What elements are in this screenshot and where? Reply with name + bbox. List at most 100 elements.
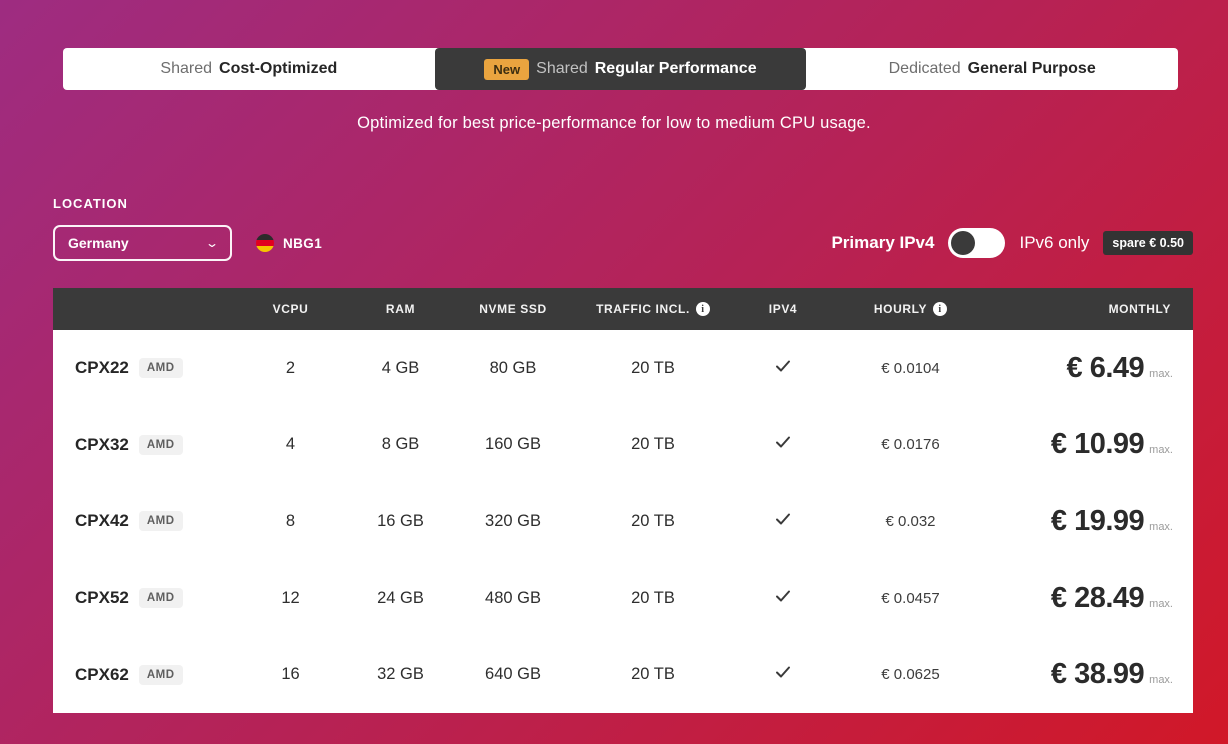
table-header-row: VCPU RAM NVME SSD TRAFFIC INCL. i IPV4 H… xyxy=(53,288,1193,330)
datacenter-name: NBG1 xyxy=(283,235,323,251)
vcpu-value: 2 xyxy=(285,358,296,377)
ram-value: 24 GB xyxy=(377,588,424,607)
column-header-vcpu: VCPU xyxy=(238,302,343,316)
column-header-ram: RAM xyxy=(343,302,458,316)
column-header-label: MONTHLY xyxy=(1108,302,1171,316)
table-row[interactable]: CPX22 AMD 2 4 GB 80 GB 20 TB € 0.0104 € … xyxy=(53,330,1193,407)
plan-cell: CPX22 AMD xyxy=(53,358,238,379)
monthly-price-suffix: max. xyxy=(1149,520,1173,533)
table-row[interactable]: CPX52 AMD 12 24 GB 480 GB 20 TB € 0.0457… xyxy=(53,560,1193,637)
column-header-label: RAM xyxy=(385,302,416,316)
ram-value: 32 GB xyxy=(377,665,424,684)
tab-label: Regular Performance xyxy=(594,60,757,77)
ssd-value: 480 GB xyxy=(485,588,541,607)
monthly-price: € 6.49 xyxy=(1066,351,1145,384)
ipv4-cell xyxy=(738,662,828,687)
tab-shared-regular-performance[interactable]: New Shared Regular Performance xyxy=(434,48,807,90)
table-body: CPX22 AMD 2 4 GB 80 GB 20 TB € 0.0104 € … xyxy=(53,330,1193,713)
cpu-vendor-badge: AMD xyxy=(138,511,183,532)
hourly-price: € 0.032 xyxy=(885,512,936,530)
pricing-table: VCPU RAM NVME SSD TRAFFIC INCL. i IPV4 H… xyxy=(53,288,1193,713)
ip-option-row: Primary IPv4 IPv6 only spare € 0.50 xyxy=(53,228,1193,258)
vcpu-value: 4 xyxy=(285,435,296,454)
column-header-label: IPV4 xyxy=(768,302,798,316)
ipv4-cell xyxy=(738,432,828,457)
ipv4-cell xyxy=(738,586,828,611)
tab-label: Cost-Optimized xyxy=(219,60,338,77)
location-selected-value: Germany xyxy=(68,235,129,251)
check-icon xyxy=(773,586,793,606)
plan-cell: CPX32 AMD xyxy=(53,434,238,455)
traffic-value: 20 TB xyxy=(631,358,675,377)
column-header-label: NVME SSD xyxy=(479,302,547,316)
plan-name: CPX22 xyxy=(75,358,129,378)
column-header-nvme-ssd: NVME SSD xyxy=(458,302,568,316)
toggle-knob xyxy=(951,231,976,255)
plan-name: CPX62 xyxy=(75,664,129,684)
ipv4-cell xyxy=(738,356,828,381)
ram-value: 16 GB xyxy=(377,511,424,530)
info-icon[interactable]: i xyxy=(933,302,948,316)
vcpu-value: 12 xyxy=(281,588,300,607)
tab-prefix: Shared xyxy=(536,60,588,77)
ssd-value: 320 GB xyxy=(485,511,541,530)
check-icon xyxy=(773,662,793,682)
germany-flag-icon xyxy=(256,234,274,252)
monthly-price-cell: € 38.99 max. xyxy=(993,658,1193,691)
plan-cell: CPX62 AMD xyxy=(53,664,238,685)
column-header-monthly: MONTHLY xyxy=(993,302,1193,316)
cpu-vendor-badge: AMD xyxy=(138,664,183,685)
ram-value: 8 GB xyxy=(381,435,420,454)
new-badge: New xyxy=(484,58,530,80)
column-header-label: TRAFFIC INCL. xyxy=(596,302,690,316)
monthly-price-suffix: max. xyxy=(1149,367,1173,380)
tab-dedicated-general-purpose[interactable]: Dedicated General Purpose xyxy=(806,48,1178,90)
plan-name: CPX42 xyxy=(75,511,129,531)
ipv6-only-toggle[interactable] xyxy=(948,228,1006,258)
monthly-price: € 38.99 xyxy=(1050,658,1145,691)
location-select[interactable]: Germany ⌄ xyxy=(53,225,232,261)
vcpu-value: 16 xyxy=(281,665,300,684)
monthly-price: € 28.49 xyxy=(1050,581,1145,614)
ram-value: 4 GB xyxy=(381,358,420,377)
check-icon xyxy=(773,432,793,452)
monthly-price-cell: € 28.49 max. xyxy=(993,582,1193,615)
monthly-price: € 19.99 xyxy=(1050,504,1145,537)
monthly-price-cell: € 6.49 max. xyxy=(993,352,1193,385)
tab-shared-cost-optimized[interactable]: Shared Cost-Optimized xyxy=(63,48,435,90)
monthly-price-cell: € 19.99 max. xyxy=(993,505,1193,538)
traffic-value: 20 TB xyxy=(631,435,675,454)
hourly-price: € 0.0104 xyxy=(881,359,940,377)
table-row[interactable]: CPX42 AMD 8 16 GB 320 GB 20 TB € 0.032 €… xyxy=(53,483,1193,560)
chevron-down-icon: ⌄ xyxy=(204,236,220,250)
spare-price-badge: spare € 0.50 xyxy=(1103,231,1193,255)
ssd-value: 160 GB xyxy=(485,435,541,454)
monthly-price-suffix: max. xyxy=(1149,444,1173,457)
hourly-price: € 0.0176 xyxy=(881,436,940,454)
column-header-hourly: HOURLY i xyxy=(828,302,993,316)
column-header-traffic: TRAFFIC INCL. i xyxy=(568,302,738,316)
cpu-vendor-badge: AMD xyxy=(138,588,183,609)
cpu-vendor-badge: AMD xyxy=(138,358,183,379)
table-row[interactable]: CPX32 AMD 4 8 GB 160 GB 20 TB € 0.0176 €… xyxy=(53,407,1193,484)
plan-name: CPX52 xyxy=(75,588,129,608)
plan-type-tabbar: Shared Cost-Optimized New Shared Regular… xyxy=(63,48,1178,90)
plan-cell: CPX42 AMD xyxy=(53,511,238,532)
ssd-value: 80 GB xyxy=(489,358,537,377)
tab-description: Optimized for best price-performance for… xyxy=(357,114,871,132)
datacenter-indicator: NBG1 xyxy=(256,234,322,252)
location-label: LOCATION xyxy=(53,196,128,211)
info-icon[interactable]: i xyxy=(695,302,710,316)
vcpu-value: 8 xyxy=(285,511,296,530)
ipv6-only-label: IPv6 only xyxy=(1019,233,1090,252)
tab-prefix: Shared xyxy=(160,60,213,77)
traffic-value: 20 TB xyxy=(631,665,675,684)
column-header-label: VCPU xyxy=(272,302,309,316)
plan-cell: CPX52 AMD xyxy=(53,588,238,609)
traffic-value: 20 TB xyxy=(631,588,675,607)
hourly-price: € 0.0457 xyxy=(881,589,940,607)
table-row[interactable]: CPX62 AMD 16 32 GB 640 GB 20 TB € 0.0625… xyxy=(53,636,1193,713)
monthly-price-suffix: max. xyxy=(1149,597,1173,610)
traffic-value: 20 TB xyxy=(631,511,675,530)
monthly-price-cell: € 10.99 max. xyxy=(993,428,1193,461)
